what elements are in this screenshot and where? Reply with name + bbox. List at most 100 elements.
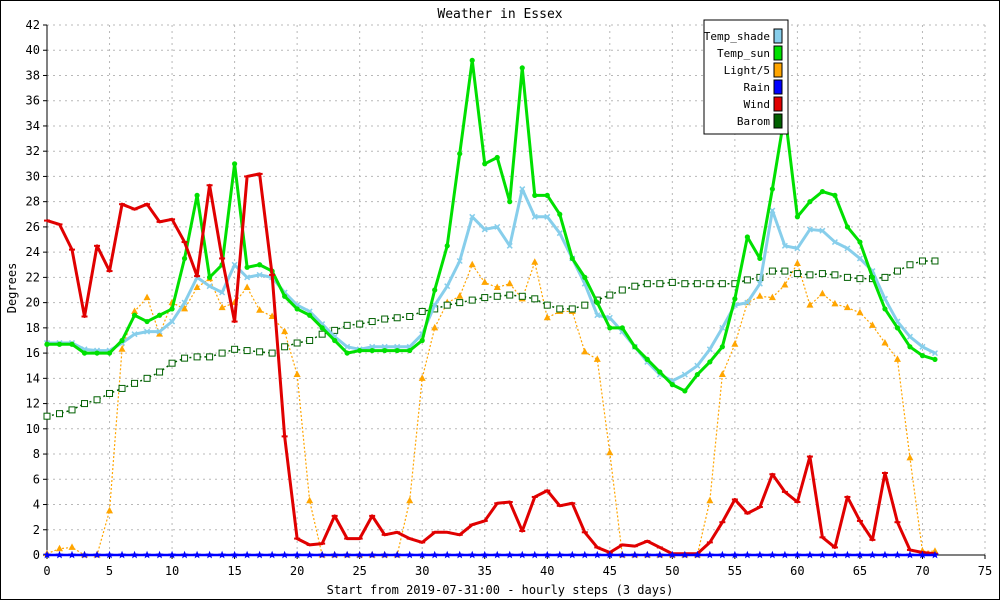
data-point-temp-sun <box>344 350 350 356</box>
data-point-barom <box>831 271 839 279</box>
series-line-temp-shade <box>47 187 936 383</box>
data-point-temp-shade <box>881 295 888 302</box>
data-point-temp-sun <box>894 325 901 331</box>
data-point-barom <box>506 291 514 299</box>
data-point-barom <box>856 275 864 283</box>
data-point-rain <box>380 550 389 559</box>
data-point-temp-sun <box>557 211 563 217</box>
legend-label: Temp_sun <box>717 47 770 60</box>
y-tick-label: 22 <box>26 270 40 284</box>
y-tick-label: 6 <box>33 472 40 486</box>
data-point-rain <box>155 550 164 559</box>
data-point-rain <box>293 550 302 559</box>
data-point-temp-sun <box>832 192 838 198</box>
data-point-barom <box>918 257 926 265</box>
series-barom <box>43 257 939 420</box>
data-point-barom <box>381 315 389 323</box>
data-point-temp-sun <box>457 151 463 157</box>
legend-label: Light/5 <box>724 64 770 77</box>
data-point-rain <box>780 550 789 559</box>
data-point-rain <box>330 550 339 559</box>
data-point-temp-sun <box>719 344 725 350</box>
data-point-light-5 <box>756 292 764 299</box>
data-point-barom <box>181 354 189 362</box>
x-tick-label: 10 <box>165 564 179 578</box>
data-point-barom <box>718 280 726 288</box>
data-point-temp-shade <box>744 299 751 306</box>
data-point-rain <box>393 550 402 559</box>
data-point-temp-sun <box>307 312 313 318</box>
data-point-temp-shade <box>606 314 613 321</box>
data-point-temp-shade <box>844 245 851 252</box>
legend-label: Wind <box>744 98 771 111</box>
data-point-rain <box>755 550 764 559</box>
data-point-temp-sun <box>519 65 525 71</box>
y-tick-label: 38 <box>26 68 40 82</box>
data-point-barom <box>168 359 176 367</box>
data-point-temp-sun <box>294 306 300 312</box>
data-point-temp-sun <box>507 199 513 205</box>
data-point-rain <box>918 550 927 559</box>
data-point-rain <box>218 550 227 559</box>
data-point-rain <box>255 550 264 559</box>
data-point-temp-shade <box>444 283 451 290</box>
data-point-temp-sun <box>494 154 500 161</box>
data-point-barom <box>581 301 589 309</box>
data-point-barom <box>743 276 751 284</box>
data-point-temp-sun <box>244 264 250 270</box>
data-point-temp-sun <box>594 300 600 306</box>
x-tick-label: 0 <box>43 564 50 578</box>
data-point-light-5 <box>768 293 776 301</box>
data-point-temp-sun <box>882 306 888 312</box>
data-point-temp-sun <box>582 274 588 280</box>
data-point-temp-shade <box>156 328 163 335</box>
data-point-barom <box>443 301 451 309</box>
data-point-barom <box>131 379 139 387</box>
data-point-light-5 <box>606 448 614 456</box>
axes: 0246810121416182022242628303234363840420… <box>26 18 993 578</box>
data-point-temp-sun <box>757 255 763 262</box>
x-tick-label: 65 <box>853 564 867 578</box>
x-axis-label: Start from 2019-07-31:00 - hourly steps … <box>327 583 674 597</box>
data-point-rain <box>405 550 414 559</box>
data-point-rain <box>168 550 177 559</box>
x-tick-label: 15 <box>227 564 241 578</box>
data-point-temp-sun <box>844 224 851 230</box>
data-point-temp-sun <box>744 234 750 240</box>
data-point-rain <box>505 550 514 559</box>
data-point-temp-sun <box>282 293 288 299</box>
data-point-temp-shade <box>169 318 176 325</box>
legend-swatch <box>773 62 783 78</box>
data-point-barom <box>606 291 614 299</box>
x-tick-label: 20 <box>290 564 304 578</box>
data-point-rain <box>68 550 77 559</box>
data-point-temp-shade <box>131 331 138 338</box>
data-point-barom <box>56 410 64 418</box>
data-point-temp-shade <box>369 343 376 350</box>
data-point-temp-sun <box>632 344 638 350</box>
data-point-light-5 <box>243 283 251 290</box>
data-point-rain <box>618 550 627 559</box>
data-point-temp-shade <box>144 328 151 335</box>
data-point-temp-shade <box>181 299 188 306</box>
data-point-light-5 <box>781 280 789 288</box>
data-point-barom <box>481 294 489 302</box>
data-point-barom <box>293 339 301 347</box>
data-point-light-5 <box>581 347 589 355</box>
x-tick-label: 45 <box>603 564 617 578</box>
data-point-temp-shade <box>481 226 488 233</box>
data-point-temp-sun <box>44 341 50 347</box>
data-point-temp-shade <box>919 343 926 350</box>
legend: Temp_shade Temp_sun Light/5 Rain Wind Barom <box>703 19 789 135</box>
data-point-barom <box>281 343 289 351</box>
data-point-rain <box>130 550 139 559</box>
data-point-light-5 <box>106 506 114 514</box>
data-point-temp-shade <box>394 343 401 350</box>
data-point-temp-shade <box>506 242 513 249</box>
x-tick-label: 40 <box>540 564 554 578</box>
data-point-light-5 <box>793 259 801 266</box>
data-point-temp-shade <box>769 207 776 214</box>
data-point-temp-shade <box>219 289 226 296</box>
x-tick-label: 30 <box>415 564 429 578</box>
data-point-temp-sun <box>319 325 325 331</box>
